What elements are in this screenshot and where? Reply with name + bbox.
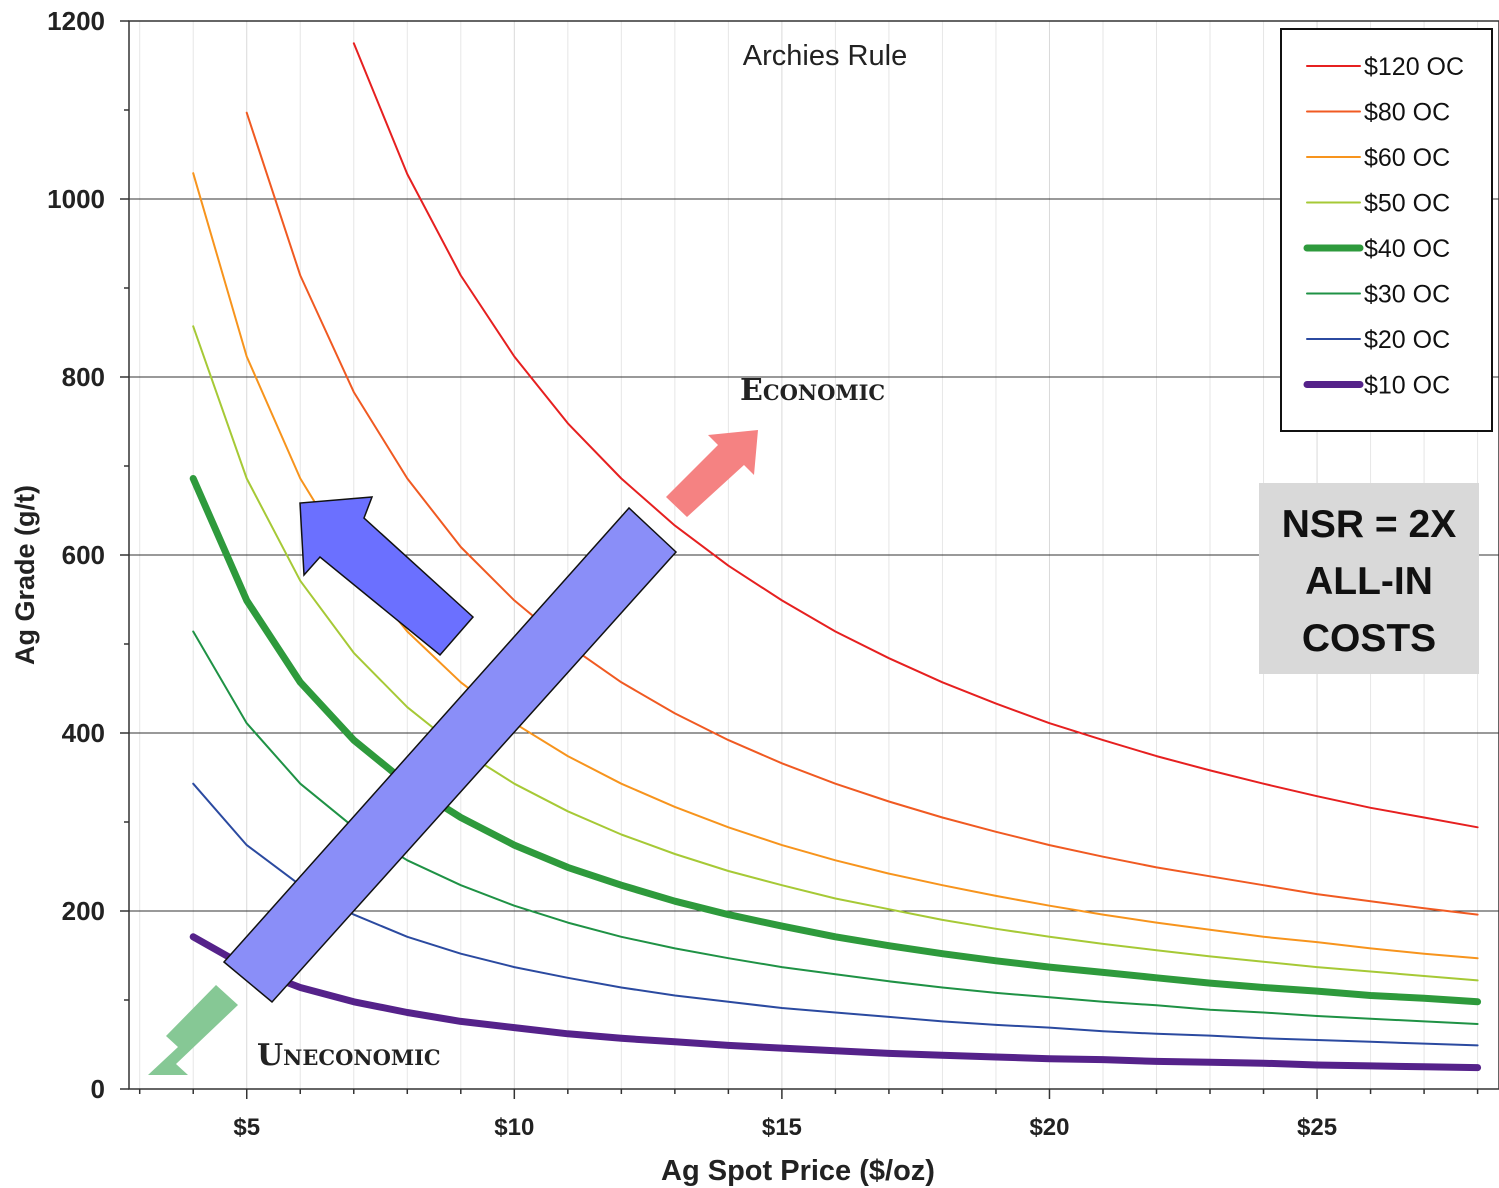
y-tick-label: 1200 (47, 6, 105, 36)
nsr-callout: NSR = 2X ALL-IN COSTS (1259, 483, 1479, 674)
diagonal-band (222, 506, 678, 1004)
series-line-20-oc (192, 782, 1479, 1047)
legend-label: $80 OC (1364, 99, 1450, 127)
series-lines (189, 42, 1482, 1072)
nsr-line-2: ALL-IN (1305, 560, 1433, 603)
y-tick-label: 600 (62, 540, 105, 570)
x-tick-label: $10 (494, 1114, 534, 1141)
legend: $120 OC $80 OC $60 OC $50 OC $40 OC $30 OC $20… (1280, 28, 1493, 432)
series-line-80-oc (245, 111, 1479, 916)
y-tick-label: 200 (62, 896, 105, 926)
legend-item: $60 OC (1306, 144, 1450, 172)
series-line-120-oc (352, 42, 1479, 829)
x-tick-label: $20 (1029, 1114, 1069, 1141)
legend-item: $40 OC (1303, 235, 1450, 263)
series-line-10-oc (189, 933, 1482, 1072)
economic-arrow (666, 430, 758, 517)
up-left-arrow (299, 496, 475, 657)
uneconomic-arrow (148, 985, 238, 1075)
uneconomic-label: Uneconomic (257, 1038, 441, 1073)
legend-box (1280, 28, 1493, 432)
x-tick-label: $5 (233, 1114, 260, 1141)
legend-items: $120 OC $80 OC $60 OC $50 OC $40 OC $30 OC $20… (1303, 53, 1464, 400)
legend-item: $120 OC (1306, 53, 1464, 81)
series-line-50-oc (192, 325, 1479, 982)
series-line-30-oc (192, 630, 1479, 1025)
annotation-shapes (148, 430, 758, 1075)
legend-label: $30 OC (1364, 281, 1450, 309)
economic-label: Economic (740, 373, 885, 408)
legend-item: $50 OC (1306, 190, 1450, 218)
y-tick-label: 400 (62, 718, 105, 748)
y-axis-title: Ag Grade (g/t) (10, 485, 40, 665)
legend-label: $40 OC (1364, 235, 1450, 263)
legend-item: $80 OC (1306, 99, 1450, 127)
legend-label: $120 OC (1364, 53, 1464, 81)
y-axis-ticks: 0 200 400 600 800 1000 1200 (47, 6, 129, 1104)
x-axis-ticks: $5 $10 $15 $20 $25 (138, 1089, 1479, 1141)
y-tick-label: 1000 (47, 184, 105, 214)
legend-item: $10 OC (1303, 372, 1450, 400)
x-tick-label: $25 (1297, 1114, 1337, 1141)
y-tick-label: 800 (62, 362, 105, 392)
legend-label: $50 OC (1364, 190, 1450, 218)
nsr-line-1: NSR = 2X (1282, 503, 1457, 546)
legend-item: $30 OC (1306, 281, 1450, 309)
y-tick-label: 0 (91, 1074, 105, 1104)
x-tick-label: $15 (762, 1114, 802, 1141)
nsr-line-3: COSTS (1302, 617, 1436, 660)
chart-title: Archies Rule (743, 40, 907, 72)
legend-item: $20 OC (1306, 326, 1450, 354)
legend-label: $60 OC (1364, 144, 1450, 172)
x-axis-title: Ag Spot Price ($/oz) (661, 1155, 935, 1187)
series-line-60-oc (192, 172, 1479, 960)
legend-label: $20 OC (1364, 326, 1450, 354)
legend-label: $10 OC (1364, 372, 1450, 400)
nsr-box (1259, 483, 1479, 674)
